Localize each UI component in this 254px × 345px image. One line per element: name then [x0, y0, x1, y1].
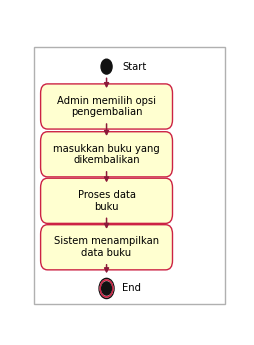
- Text: Sistem menampilkan
data buku: Sistem menampilkan data buku: [54, 236, 159, 258]
- Circle shape: [99, 278, 114, 298]
- Circle shape: [102, 282, 112, 295]
- Circle shape: [101, 59, 112, 74]
- Text: End: End: [122, 284, 141, 294]
- Text: Proses data
buku: Proses data buku: [77, 190, 136, 211]
- Text: Admin memilih opsi
pengembalian: Admin memilih opsi pengembalian: [57, 96, 156, 117]
- FancyBboxPatch shape: [41, 84, 172, 129]
- Circle shape: [100, 280, 113, 297]
- FancyBboxPatch shape: [41, 132, 172, 177]
- FancyBboxPatch shape: [41, 178, 172, 223]
- Text: Start: Start: [122, 62, 146, 72]
- Text: masukkan buku yang
dikembalikan: masukkan buku yang dikembalikan: [53, 144, 160, 165]
- FancyBboxPatch shape: [41, 225, 172, 270]
